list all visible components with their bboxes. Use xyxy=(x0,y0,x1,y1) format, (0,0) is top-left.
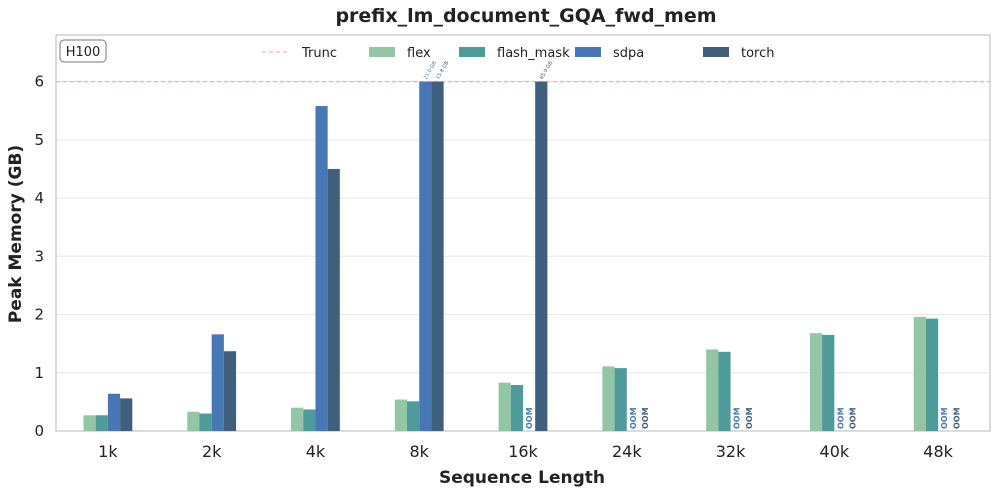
legend-label-torch: torch xyxy=(741,46,775,61)
oom-label: OOM xyxy=(952,407,961,429)
y-tick-label: 1 xyxy=(34,364,44,382)
legend-swatch-flex xyxy=(369,47,395,57)
oom-label: OOM xyxy=(745,407,754,429)
legend-swatch-flash_mask xyxy=(459,47,485,57)
x-tick-label: 32k xyxy=(716,442,746,461)
legend-swatch-sdpa xyxy=(575,47,601,57)
chart-title: prefix_lm_document_GQA_fwd_mem xyxy=(335,5,716,27)
y-axis-label: Peak Memory (GB) xyxy=(6,145,26,323)
legend-label-trunc: Trunc xyxy=(301,46,337,61)
oom-label: OOM xyxy=(629,407,638,429)
bar-torch xyxy=(120,398,133,431)
y-tick-label: 4 xyxy=(34,189,44,207)
bar-sdpa xyxy=(419,81,432,432)
bar-flash_mask xyxy=(407,401,420,431)
bar-flash_mask xyxy=(199,413,212,431)
bar-flex xyxy=(706,349,719,431)
x-tick-label: 16k xyxy=(508,442,538,461)
bar-torch xyxy=(535,81,548,432)
oom-label: OOM xyxy=(849,407,858,429)
bar-torch xyxy=(431,81,444,432)
x-tick-label: 2k xyxy=(202,442,222,461)
y-tick-label: 0 xyxy=(34,422,44,440)
x-tick-label: 4k xyxy=(306,442,326,461)
y-tick-label: 6 xyxy=(34,73,44,91)
legend-label-sdpa: sdpa xyxy=(613,46,644,61)
y-tick-label: 5 xyxy=(34,131,44,149)
x-tick-label: 40k xyxy=(820,442,850,461)
badge-box xyxy=(59,39,107,63)
x-tick-label: 1k xyxy=(98,442,118,461)
oom-label: OOM xyxy=(836,407,845,429)
y-tick-label: 3 xyxy=(34,247,44,265)
bar-flex xyxy=(83,415,96,431)
x-tick-label: 8k xyxy=(409,442,429,461)
bar-flash_mask xyxy=(614,368,627,431)
badge-label: H100 xyxy=(66,45,101,60)
x-axis-label: Sequence Length xyxy=(439,468,605,488)
y-tick-label: 2 xyxy=(34,306,44,324)
bar-flash_mask xyxy=(95,415,108,431)
bar-flex xyxy=(394,399,408,431)
bar-flash_mask xyxy=(718,351,731,431)
bar-sdpa xyxy=(315,106,328,431)
bar-flex xyxy=(498,382,511,431)
bar-sdpa xyxy=(107,393,121,431)
bar-torch xyxy=(223,351,237,431)
legend-label-flex: flex xyxy=(407,46,431,61)
bar-flex xyxy=(291,407,304,431)
bar-sdpa xyxy=(211,334,224,431)
bar-flash_mask xyxy=(925,318,939,431)
plot-frame xyxy=(55,34,991,432)
bar-torch xyxy=(327,168,340,432)
oom-label: OOM xyxy=(641,407,650,429)
x-tick-label: 24k xyxy=(612,442,642,461)
bar-flash_mask xyxy=(510,384,523,431)
oom-label: OOM xyxy=(525,407,534,429)
bar-flash_mask xyxy=(303,409,316,431)
bar-flex xyxy=(809,333,823,431)
oom-label: OOM xyxy=(940,407,949,429)
x-tick-label: 48k xyxy=(923,442,953,461)
bar-flex xyxy=(187,411,200,431)
bar-flex xyxy=(602,366,615,431)
bar-flex xyxy=(913,316,926,431)
legend-swatch-torch xyxy=(703,47,729,57)
bar-value-label: 65.9 GB xyxy=(539,60,554,81)
bar-flash_mask xyxy=(822,334,835,431)
legend-label-flash_mask: flash_mask xyxy=(497,46,570,61)
oom-label: OOM xyxy=(733,407,742,429)
